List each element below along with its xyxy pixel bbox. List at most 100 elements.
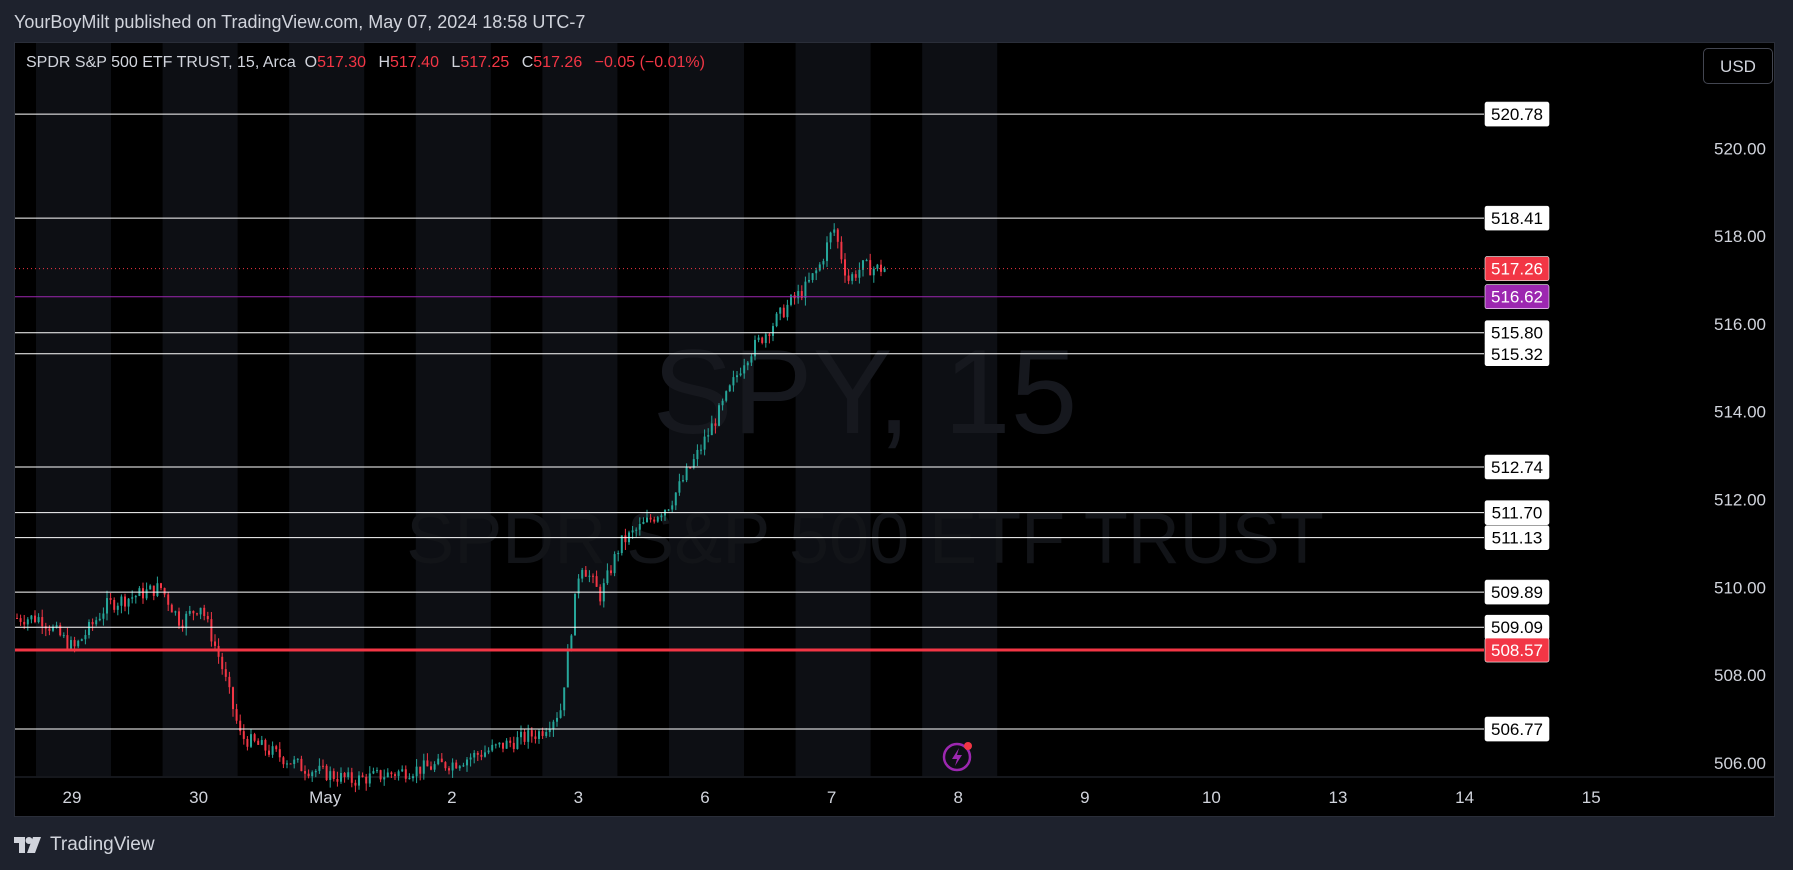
candle-body (451, 762, 454, 771)
candle-body (840, 241, 843, 260)
candle-body (167, 594, 170, 605)
candle-body (858, 269, 861, 278)
x-tick-label: 14 (1455, 788, 1474, 807)
candle-body (300, 758, 303, 772)
candle-body (674, 492, 677, 506)
candle-body (703, 436, 706, 450)
candle-body (746, 362, 749, 366)
candle-body (322, 765, 324, 767)
candle-body (268, 750, 270, 755)
candle-body (282, 757, 285, 765)
purple-price-label: 516.62 (1491, 288, 1543, 307)
session-shade (289, 43, 365, 776)
candle-body (523, 731, 526, 742)
candle-body (358, 775, 360, 786)
candle-body (440, 758, 443, 763)
candle-body (386, 772, 389, 778)
last-price-label: 517.26 (1491, 260, 1543, 279)
publish-header: YourBoyMilt published on TradingView.com… (0, 0, 1793, 42)
candle-body (354, 782, 357, 786)
candle-body (41, 617, 44, 627)
candle-body (347, 772, 350, 778)
candle-body (235, 709, 238, 721)
candle-body (592, 575, 594, 577)
candle-body (142, 588, 144, 599)
level-price-label: 512.74 (1491, 458, 1543, 477)
candle-body (822, 261, 825, 265)
published-by-text: YourBoyMilt published on TradingView.com… (14, 12, 586, 32)
tradingview-logo-icon[interactable] (14, 837, 44, 853)
level-price-label: 515.80 (1491, 324, 1543, 343)
candle-body (581, 569, 584, 579)
session-shade (415, 43, 491, 776)
candle-body (307, 773, 310, 777)
candle-body (379, 770, 382, 780)
level-price-label: 509.89 (1491, 583, 1543, 602)
candle-body (833, 229, 836, 233)
candle-body (62, 635, 65, 637)
candle-body (329, 771, 332, 781)
candle-body (70, 640, 72, 650)
y-tick-label: 508.00 (1714, 666, 1766, 685)
legend-low-value: 517.25 (460, 54, 510, 71)
lightning-bolt-icon[interactable] (942, 740, 974, 772)
y-tick-label: 514.00 (1714, 403, 1766, 422)
candle-body (476, 752, 479, 755)
candle-body (426, 760, 429, 767)
candle-body (617, 553, 620, 555)
footer-brand[interactable]: TradingView (50, 834, 155, 855)
candle-body (743, 365, 746, 374)
candle-body (102, 613, 105, 619)
candle-body (646, 517, 648, 522)
candle-body (26, 619, 29, 625)
candle-body (736, 375, 738, 378)
candle-body (336, 778, 339, 782)
candle-body (311, 772, 314, 777)
candle-body (797, 291, 800, 299)
session-shade (162, 43, 238, 776)
x-tick-label: 9 (1080, 788, 1089, 807)
candle-body (653, 519, 656, 522)
candle-body (757, 337, 760, 340)
candle-body (152, 585, 155, 596)
candle-body (404, 769, 407, 779)
y-tick-label: 518.00 (1714, 227, 1766, 246)
y-tick-label: 520.00 (1714, 139, 1766, 158)
candle-body (534, 736, 537, 739)
candle-body (656, 517, 659, 522)
candle-body (473, 752, 476, 758)
candle-body (206, 616, 209, 620)
chart-pane[interactable]: SPY, 15 SPDR S&P 500 ETF TRUST 506.00 508.0… (14, 42, 1775, 817)
currency-button[interactable]: USD (1703, 48, 1773, 84)
candle-body (145, 589, 148, 599)
level-price-box (1484, 579, 1550, 605)
legend-open-label: O (304, 54, 318, 71)
candle-body (340, 772, 342, 782)
candle-body (66, 635, 69, 650)
candle-body (862, 260, 864, 270)
candle-body (804, 281, 807, 298)
candle-body (811, 273, 814, 280)
level-price-box (1484, 101, 1550, 127)
x-tick-label: 7 (827, 788, 836, 807)
candle-body (552, 721, 555, 730)
candle-body (851, 274, 854, 281)
candle-body (678, 481, 681, 493)
candle-body (480, 754, 483, 757)
candle-body (260, 740, 263, 745)
candle-body (836, 229, 839, 242)
candle-body (199, 607, 202, 615)
candle-body (505, 740, 508, 749)
candle-body (761, 337, 764, 343)
candle-body (278, 749, 281, 758)
candle-body (419, 766, 422, 774)
candle-body (239, 720, 242, 732)
candle-body (221, 656, 224, 670)
x-tick-label: 6 (700, 788, 709, 807)
candle-body (682, 480, 684, 482)
candle-body (293, 759, 296, 765)
candle-body (775, 313, 778, 327)
x-tick-label: 29 (63, 788, 82, 807)
price-chart[interactable]: SPY, 15 SPDR S&P 500 ETF TRUST 506.00 508.0… (15, 43, 1774, 816)
candle-body (631, 530, 634, 533)
